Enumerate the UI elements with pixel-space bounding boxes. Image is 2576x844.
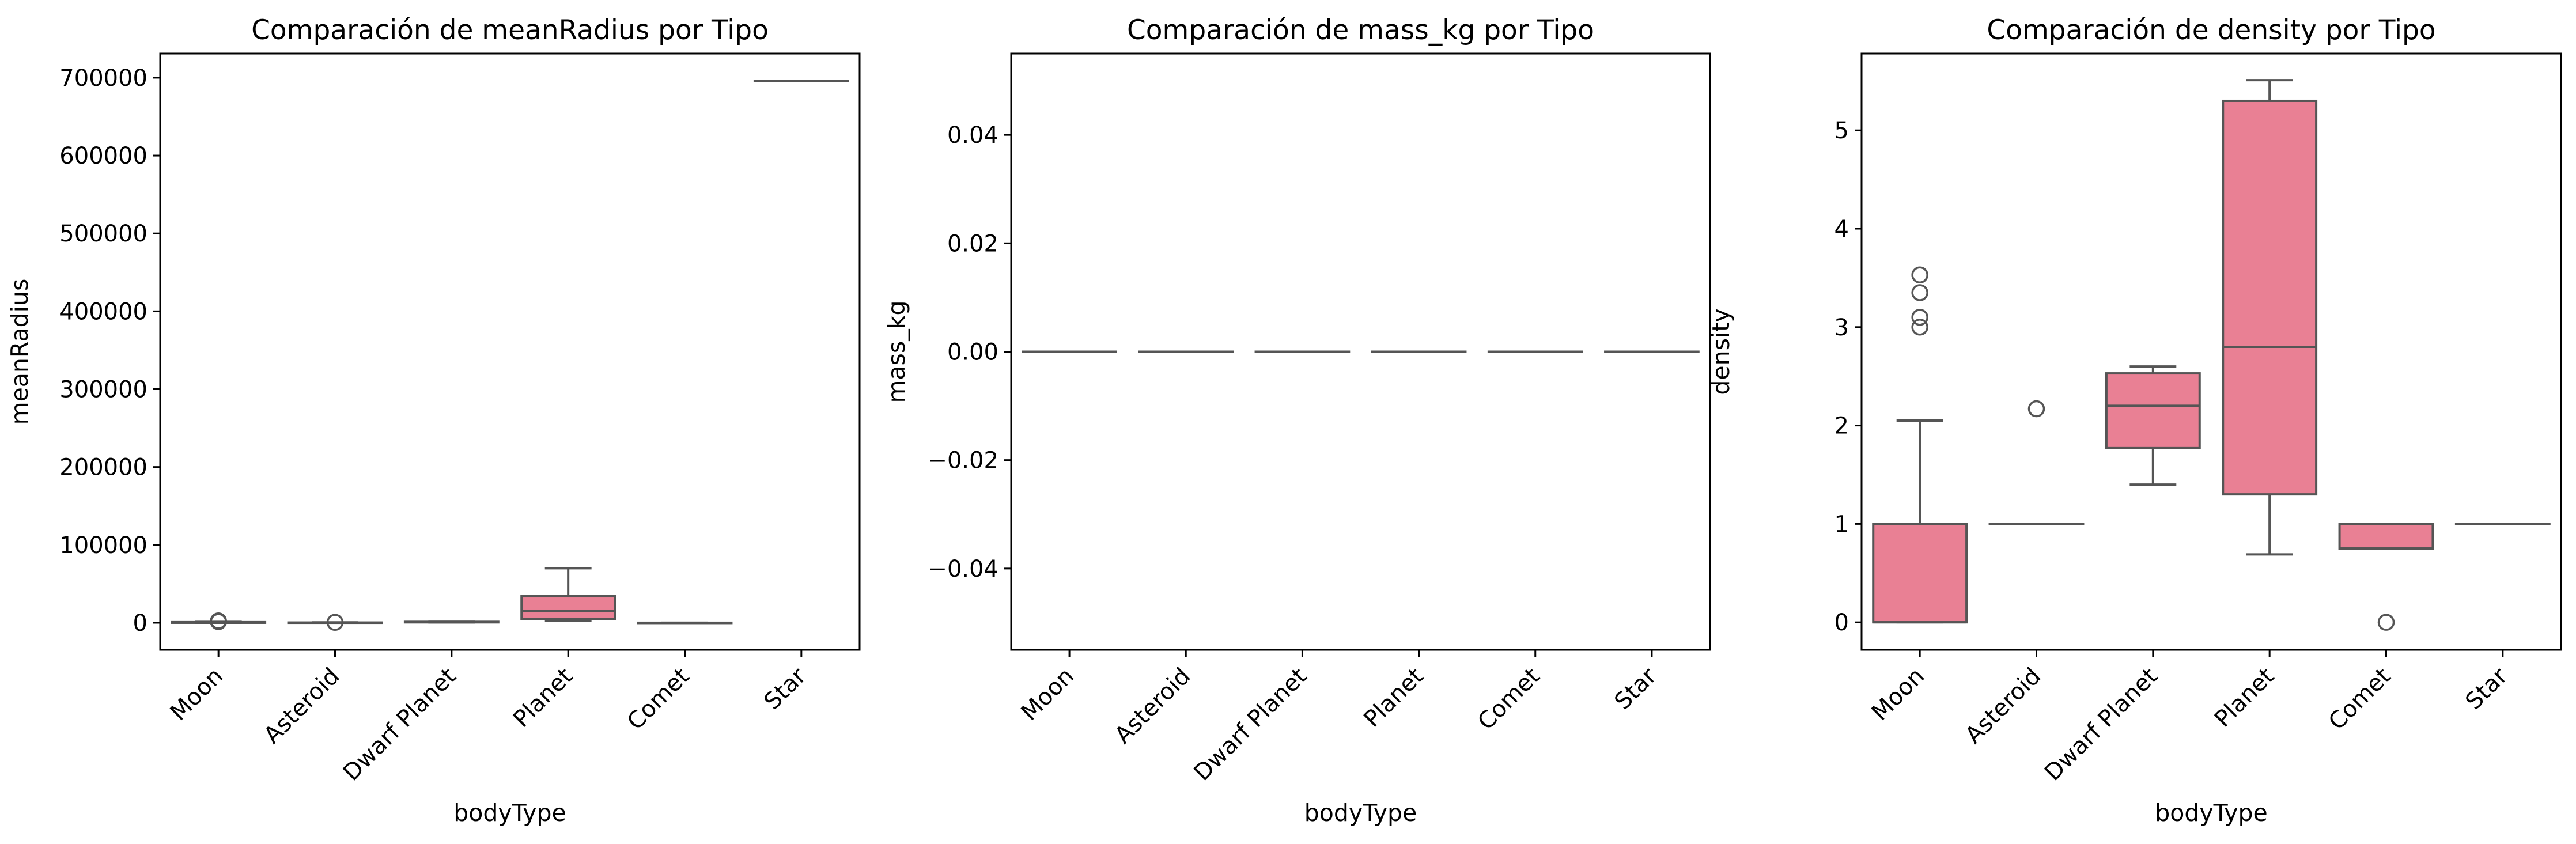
y-tick-label: 100000 [59,532,147,559]
y-tick-label: 4 [1834,216,1849,243]
box-iqr [2338,523,2434,550]
box-iqr [2222,99,2318,496]
outlier-point [1911,308,1928,326]
chart-title: Comparación de mass_kg por Tipo [1127,14,1594,46]
box-moon [171,612,267,630]
outlier-point [1911,319,1928,336]
plot-frame [1860,52,2562,651]
box-comet [2338,523,2434,631]
box-planet [1371,350,1467,353]
box-moon [1872,266,1968,624]
outlier-point [326,614,344,631]
y-tick-label: 2 [1834,413,1849,440]
y-axis-label: density [1707,308,1735,395]
box-planet [2222,79,2318,556]
y-tick-label: 400000 [59,298,147,325]
y-tick-label: 0.04 [947,122,998,149]
box-dwarf-planet [1254,350,1351,353]
outlier-point [1911,266,1928,284]
y-tick-label: 0 [133,610,147,637]
y-tick-label: 0.00 [947,339,998,366]
outlier-point [210,612,227,630]
x-axis-label: bodyType [2155,799,2268,827]
x-axis-label: bodyType [1304,799,1417,827]
outlier-point [2377,614,2395,631]
box-iqr [2105,372,2201,449]
y-tick-label: 0.02 [947,230,998,257]
x-axis-label: bodyType [453,799,566,827]
y-tick-label: 300000 [59,377,147,403]
y-tick-label: 700000 [59,65,147,92]
y-tick-label: 0 [1834,610,1849,636]
y-axis-label: meanRadius [6,279,33,425]
box-asteroid [1988,400,2085,525]
chart-title: Comparación de meanRadius por Tipo [251,14,769,46]
y-tick-label: 3 [1834,315,1849,341]
y-tick-label: 600000 [59,143,147,169]
box-iqr [1872,523,1968,624]
y-axis-label: mass_kg [883,300,910,403]
outlier-point [1911,284,1928,301]
box-asteroid [287,614,383,631]
y-tick-label: 5 [1834,118,1849,144]
y-tick-label: −0.04 [928,556,998,582]
y-tick-label: −0.02 [928,448,998,474]
y-tick-label: 200000 [59,455,147,481]
y-tick-label: 1 [1834,511,1849,538]
box-star [1604,350,1700,353]
y-tick-label: 500000 [59,221,147,247]
box-dwarf-planet [2105,365,2201,486]
box-comet [1487,350,1583,353]
box-iqr [520,595,616,620]
outlier-point [2027,400,2045,418]
box-asteroid [1138,350,1234,353]
plot-frame [159,52,861,651]
box-planet [520,567,616,622]
chart-title: Comparación de density por Tipo [1987,14,2435,46]
box-moon [1022,350,1117,353]
